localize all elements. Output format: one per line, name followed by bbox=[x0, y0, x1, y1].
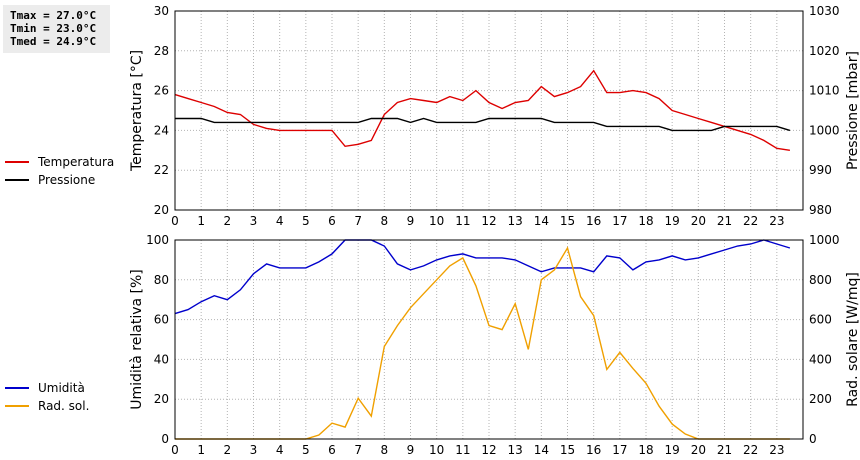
x-tick-label: 21 bbox=[717, 443, 732, 457]
y2-tick-label: 1020 bbox=[809, 44, 840, 58]
y-tick-label: 20 bbox=[154, 203, 169, 217]
x-tick-label: 6 bbox=[328, 214, 336, 228]
series-line-pressione bbox=[175, 117, 791, 132]
x-tick-label: 8 bbox=[381, 443, 389, 457]
x-tick-label: 19 bbox=[665, 443, 680, 457]
x-tick-label: 20 bbox=[691, 214, 706, 228]
y2-tick-label: 0 bbox=[809, 432, 817, 446]
chart-panel-2: 0 1 2 3 4 5 6 7 8 9 10 11 12 13 14 15 16 17 18 19 20 21 22 2302… bbox=[5, 233, 860, 457]
x-tick-label: 8 bbox=[381, 214, 389, 228]
x-tick-label: 18 bbox=[638, 443, 653, 457]
y-tick-label: 24 bbox=[154, 123, 169, 137]
x-tick-label: 13 bbox=[508, 443, 523, 457]
stat-tmax: Tmax = 27.0°C bbox=[10, 9, 97, 22]
y-tick-label: 80 bbox=[154, 273, 169, 287]
x-tick-label: 3 bbox=[250, 214, 258, 228]
y2-tick-label: 600 bbox=[809, 313, 832, 327]
x-tick-label: 7 bbox=[354, 443, 362, 457]
x-tick-label: 15 bbox=[560, 443, 575, 457]
x-tick-label: 6 bbox=[328, 443, 336, 457]
x-tick-label: 1 bbox=[197, 214, 205, 228]
x-tick-label: 16 bbox=[586, 443, 601, 457]
x-tick-label: 12 bbox=[481, 443, 496, 457]
x-tick-label: 9 bbox=[407, 214, 415, 228]
x-tick-label: 12 bbox=[481, 214, 496, 228]
x-tick-label: 15 bbox=[560, 214, 575, 228]
x-tick-label: 4 bbox=[276, 443, 284, 457]
x-tick-label: 11 bbox=[455, 214, 470, 228]
y-tick-label: 40 bbox=[154, 352, 169, 366]
y2-tick-label: 990 bbox=[809, 163, 832, 177]
x-tick-label: 14 bbox=[534, 214, 549, 228]
x-tick-label: 3 bbox=[250, 443, 258, 457]
y2-tick-label: 980 bbox=[809, 203, 832, 217]
stat-tmin: Tmin = 23.0°C bbox=[10, 22, 97, 35]
y2-axis-label: Pressione [mbar] bbox=[845, 51, 860, 170]
y2-axis-label: Rad. solare [W/mq] bbox=[845, 272, 860, 407]
y2-tick-label: 200 bbox=[809, 392, 832, 406]
x-tick-label: 5 bbox=[302, 214, 310, 228]
y2-tick-label: 1000 bbox=[809, 233, 840, 247]
x-tick-label: 5 bbox=[302, 443, 310, 457]
legend-label: Rad. sol. bbox=[38, 399, 89, 413]
stats-box: Tmax = 27.0°C Tmin = 23.0°C Tmed = 24.9°… bbox=[3, 5, 110, 53]
x-tick-label: 0 bbox=[171, 214, 179, 228]
y2-tick-label: 1030 bbox=[809, 4, 840, 18]
y-tick-label: 100 bbox=[146, 233, 169, 247]
x-tick-label: 23 bbox=[769, 214, 784, 228]
x-tick-label: 9 bbox=[407, 443, 415, 457]
y-tick-label: 60 bbox=[154, 313, 169, 327]
x-tick-label: 11 bbox=[455, 443, 470, 457]
x-tick-label: 14 bbox=[534, 443, 549, 457]
x-tick-label: 0 bbox=[171, 443, 179, 457]
x-tick-label: 2 bbox=[224, 214, 232, 228]
y-axis-label: Umidità relativa [%] bbox=[129, 269, 145, 410]
x-tick-label: 2 bbox=[224, 443, 232, 457]
x-tick-label: 19 bbox=[665, 214, 680, 228]
plot-frame bbox=[174, 239, 804, 440]
x-tick-label: 22 bbox=[743, 214, 758, 228]
x-tick-label: 13 bbox=[508, 214, 523, 228]
x-tick-label: 17 bbox=[612, 443, 627, 457]
legend-label: Pressione bbox=[38, 173, 95, 187]
x-tick-label: 10 bbox=[429, 443, 444, 457]
legend-label: Temperatura bbox=[37, 155, 114, 169]
y2-tick-label: 800 bbox=[809, 273, 832, 287]
x-tick-label: 1 bbox=[197, 443, 205, 457]
stat-tmed: Tmed = 24.9°C bbox=[10, 35, 97, 48]
y-tick-label: 28 bbox=[154, 44, 169, 58]
x-tick-label: 10 bbox=[429, 214, 444, 228]
chart-panel-1: 0 1 2 3 4 5 6 7 8 9 10 11 12 13 14 15 16 17 18 19 20 21 22 2320… bbox=[5, 4, 860, 228]
y-axis-label: Temperatura [°C] bbox=[129, 50, 145, 172]
y-tick-label: 30 bbox=[154, 4, 169, 18]
x-tick-label: 7 bbox=[354, 214, 362, 228]
y-tick-label: 0 bbox=[161, 432, 169, 446]
legend-label: Umidità bbox=[38, 381, 85, 395]
y-tick-label: 26 bbox=[154, 84, 169, 98]
x-tick-label: 4 bbox=[276, 214, 284, 228]
y2-tick-label: 1000 bbox=[809, 123, 840, 137]
x-tick-label: 18 bbox=[638, 214, 653, 228]
y-tick-label: 22 bbox=[154, 163, 169, 177]
series-line-umidit bbox=[174, 239, 791, 315]
plot-frame bbox=[174, 10, 804, 211]
x-tick-label: 23 bbox=[769, 443, 784, 457]
x-tick-label: 16 bbox=[586, 214, 601, 228]
x-tick-label: 22 bbox=[743, 443, 758, 457]
y-tick-label: 20 bbox=[154, 392, 169, 406]
y2-tick-label: 1010 bbox=[809, 84, 840, 98]
x-tick-label: 17 bbox=[612, 214, 627, 228]
x-tick-label: 21 bbox=[717, 214, 732, 228]
x-tick-label: 20 bbox=[691, 443, 706, 457]
series-line-temperatura bbox=[174, 69, 791, 151]
y2-tick-label: 400 bbox=[809, 352, 832, 366]
